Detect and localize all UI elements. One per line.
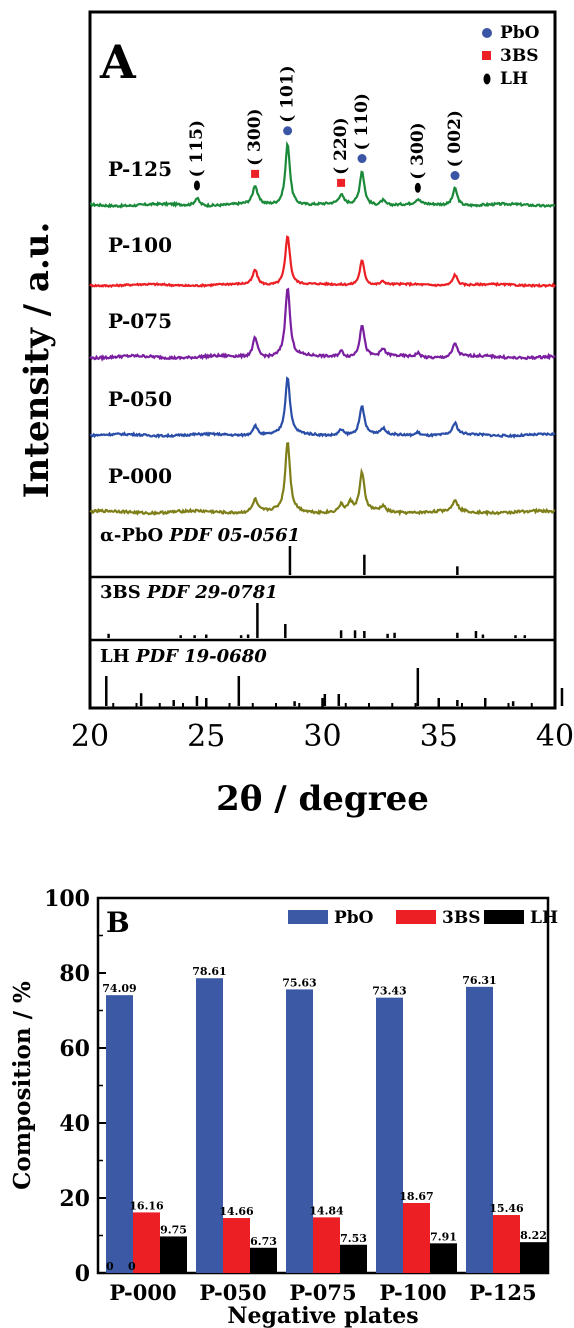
legend-swatch	[396, 910, 436, 924]
bar-value-label: 14.84	[309, 1204, 344, 1217]
legend-swatch	[484, 910, 524, 924]
3bs-peak-marker	[337, 178, 346, 187]
legend-label: PbO	[334, 908, 374, 928]
legend-swatch	[288, 910, 328, 924]
reference-label: 3BS PDF 29-0781	[100, 582, 278, 603]
bar-3BS	[313, 1217, 340, 1273]
zero-label: 0	[128, 1260, 136, 1273]
reference-label: LH PDF 19-0680	[100, 646, 267, 667]
bar-PbO	[466, 986, 493, 1273]
y-axis-title: Intensity / a.u.	[17, 222, 57, 499]
y-tick-label: 20	[59, 1186, 90, 1212]
peak-index-label: ( 101)	[278, 65, 298, 123]
bar-LH	[430, 1243, 457, 1273]
3bs-peak-marker	[251, 169, 260, 178]
bar-3BS	[223, 1218, 250, 1273]
bar-LH	[340, 1244, 367, 1273]
lh-peak-marker	[193, 180, 200, 191]
panel-label: A	[99, 35, 137, 89]
bar-value-label: 76.31	[462, 974, 496, 987]
legend-marker	[483, 73, 491, 85]
y-tick-label: 60	[59, 1036, 90, 1062]
bar-value-label: 73.43	[372, 985, 406, 998]
legend-label: 3BS	[500, 46, 538, 66]
composition-bar-chart: B 0 20 40 60 80 100 74.09 16.16 9.75 P-000 78.61 14.…	[9, 886, 558, 1328]
bar-value-label: 74.09	[102, 982, 136, 995]
bar-PbO	[196, 978, 223, 1273]
bar-PbO	[286, 989, 313, 1273]
x-tick-label: P-100	[379, 1280, 446, 1305]
x-tick-label: P-050	[199, 1280, 266, 1305]
legend-label: PbO	[500, 23, 540, 43]
x-axis-title: 2θ / degree	[216, 779, 429, 819]
xrd-trace-P-050	[89, 376, 556, 439]
x-tick-label: 30	[303, 719, 341, 754]
panel-label: B	[106, 906, 130, 939]
bar-3BS	[133, 1212, 160, 1273]
peak-index-label: ( 300)	[408, 122, 428, 180]
bar-PbO	[106, 995, 133, 1273]
peak-index-label: ( 300)	[245, 108, 265, 166]
bar-LH	[250, 1247, 277, 1273]
x-tick-label: P-000	[109, 1280, 176, 1305]
pbo-peak-marker	[283, 126, 293, 136]
peak-index-label: ( 115)	[187, 120, 207, 178]
bar-value-label: 14.66	[219, 1205, 254, 1218]
legend-label: LH	[530, 908, 558, 928]
y-tick-label: 80	[59, 961, 90, 987]
y-tick-label: 100	[44, 886, 90, 912]
pbo-peak-marker	[450, 171, 460, 181]
lh-peak-marker	[414, 182, 421, 193]
x-tick-label: 40	[536, 719, 574, 754]
bar-value-label: 78.61	[192, 965, 226, 978]
pbo-peak-marker	[357, 154, 367, 164]
reference-label: α-PbO PDF 05-0561	[100, 525, 300, 546]
bar-3BS	[403, 1202, 430, 1273]
x-tick-label: P-125	[469, 1280, 536, 1305]
xrd-pattern-chart: A PbO 3BS LH P-125 P-100 P-075 P-050 P-000 ( 115)…	[17, 10, 574, 819]
x-tick-label: 25	[187, 719, 225, 754]
xrd-trace-P-075	[89, 287, 556, 362]
xrd-trace-P-000	[89, 442, 556, 517]
bar-value-label: 6.73	[250, 1235, 277, 1248]
xrd-trace-P-125	[89, 140, 556, 209]
bar-value-label: 7.91	[430, 1230, 457, 1243]
peak-index-label: ( 110)	[352, 93, 372, 151]
y-tick-label: 40	[59, 1111, 90, 1137]
bar-value-label: 7.53	[340, 1232, 367, 1245]
y-tick-label: 0	[75, 1261, 90, 1287]
legend-marker	[482, 28, 492, 38]
x-tick-label: P-075	[289, 1280, 356, 1305]
bar-value-label: 9.75	[160, 1223, 187, 1236]
trace-label: P-000	[108, 464, 172, 488]
x-axis-title: Negative plates	[227, 1303, 418, 1328]
legend-label: LH	[500, 69, 528, 89]
y-axis-title: Composition / %	[9, 981, 36, 1190]
bar-value-label: 15.46	[489, 1202, 524, 1215]
legend-marker	[482, 51, 491, 60]
peak-index-label: ( 002)	[445, 110, 465, 168]
bar-PbO	[376, 997, 403, 1273]
trace-label: P-100	[108, 233, 172, 257]
bar-LH	[160, 1236, 187, 1273]
peak-index-label: ( 220)	[331, 117, 351, 175]
zero-label: 0	[106, 1260, 114, 1273]
xrd-trace-P-100	[89, 235, 556, 289]
bar-value-label: 18.67	[399, 1190, 433, 1203]
bar-value-label: 75.63	[282, 976, 316, 989]
trace-label: P-050	[108, 387, 172, 411]
legend-label: 3BS	[442, 908, 480, 928]
bar-value-label: 16.16	[129, 1199, 164, 1212]
trace-label: P-125	[108, 157, 172, 181]
x-tick-label: 20	[71, 719, 109, 754]
x-tick-label: 35	[420, 719, 458, 754]
bar-LH	[520, 1242, 547, 1273]
bar-3BS	[493, 1215, 520, 1273]
bar-value-label: 8.22	[520, 1229, 547, 1242]
trace-label: P-075	[108, 309, 172, 333]
